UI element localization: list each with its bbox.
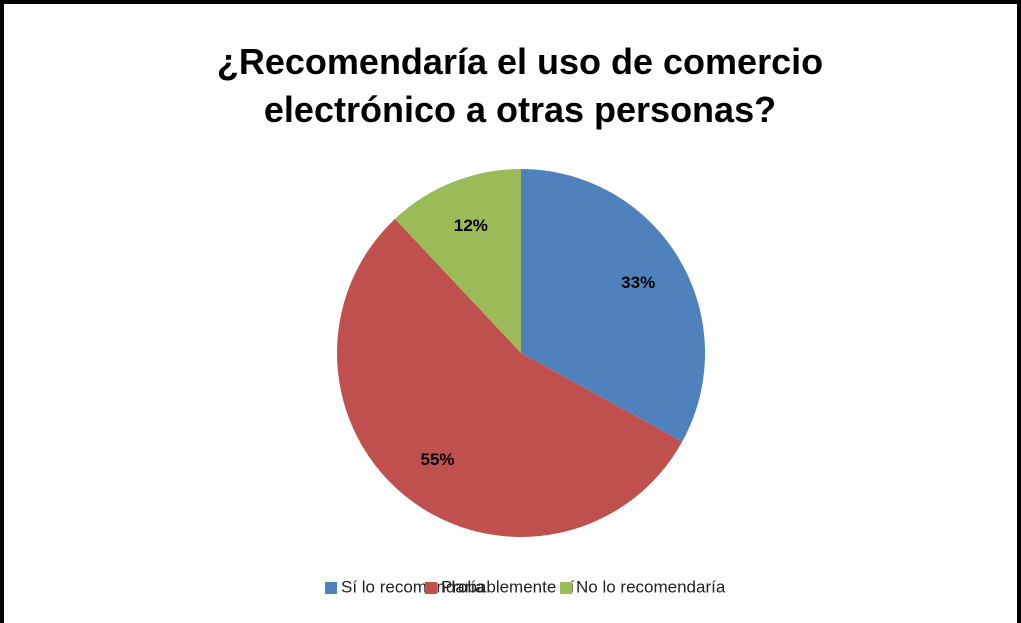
data-label: 33% bbox=[621, 273, 655, 292]
legend-swatch bbox=[325, 582, 337, 594]
pie-slice bbox=[336, 218, 683, 538]
legend-label: Probablemente sí bbox=[441, 577, 575, 596]
legend-label: Sí lo recomendaría bbox=[341, 577, 485, 596]
pie-slice bbox=[521, 169, 705, 442]
legend-label: No lo recomendaría bbox=[576, 577, 726, 596]
legend-swatch bbox=[425, 582, 437, 594]
pie-slice bbox=[395, 169, 521, 353]
data-label: 55% bbox=[421, 450, 455, 469]
legend-swatch bbox=[560, 582, 572, 594]
chart-title: ¿Recomendaría el uso de comercio electró… bbox=[216, 41, 824, 130]
data-label: 12% bbox=[454, 216, 488, 235]
